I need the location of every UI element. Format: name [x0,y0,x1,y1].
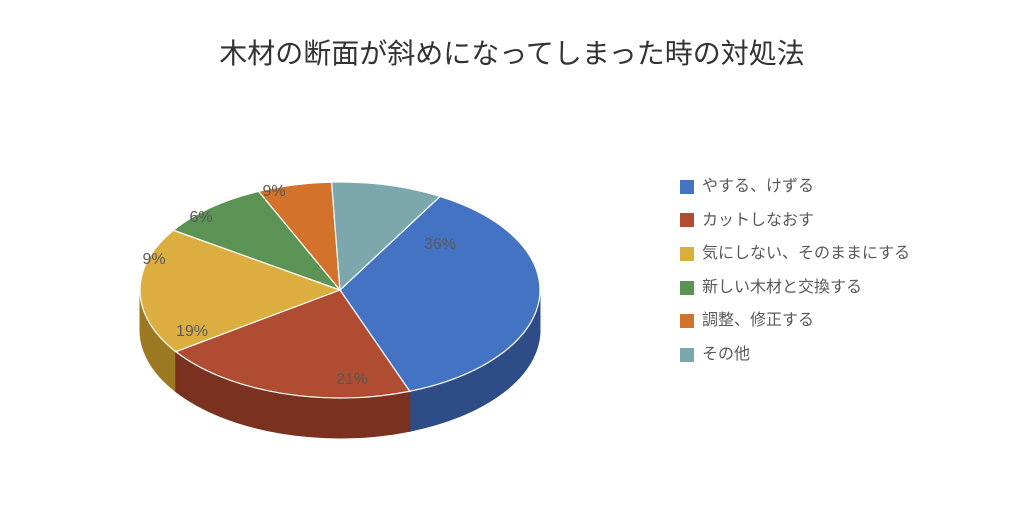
pie-slice-pct: 9% [142,251,165,269]
legend-item: 気にしない、そのままにする [680,237,910,271]
chart-title: 木材の断面が斜めになってしまった時の対処法 [0,32,1024,72]
pie-slice-pct: 36% [424,236,456,254]
pie-chart: 36% 21% 19% 9% 6% 9% [40,110,620,470]
legend-swatch [680,213,694,227]
pie-slice-pct: 21% [336,371,368,389]
legend-swatch [680,314,694,328]
legend-label: 調整、修正する [702,304,814,338]
legend-item: やする、けずる [680,170,910,204]
pie-slice-pct: 6% [189,209,212,227]
legend-label: 気にしない、そのままにする [702,237,910,271]
pie-slice-pct: 9% [262,183,285,201]
legend-item: カットしなおす [680,204,910,238]
legend-item: 新しい木材と交換する [680,271,910,305]
legend-label: やする、けずる [702,170,814,204]
legend-swatch [680,247,694,261]
legend: やする、けずるカットしなおす気にしない、そのままにする新しい木材と交換する調整、… [680,170,910,372]
legend-label: その他 [702,338,750,372]
legend-item: その他 [680,338,910,372]
pie-slice-pct: 19% [176,323,208,341]
legend-label: カットしなおす [702,204,814,238]
legend-swatch [680,348,694,362]
legend-item: 調整、修正する [680,304,910,338]
legend-swatch [680,281,694,295]
legend-swatch [680,180,694,194]
legend-label: 新しい木材と交換する [702,271,862,305]
